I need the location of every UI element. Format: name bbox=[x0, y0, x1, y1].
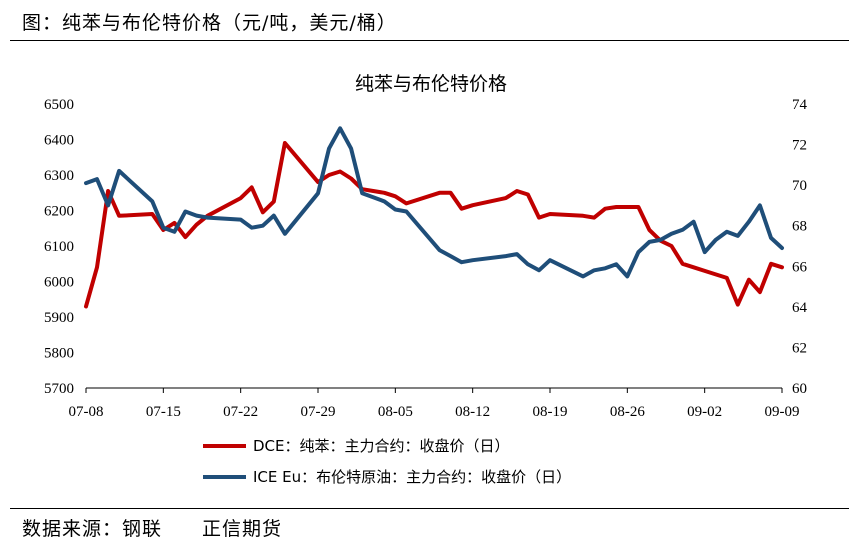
y-right-tick-label: 66 bbox=[792, 259, 808, 275]
y-left-tick-label: 6400 bbox=[44, 133, 74, 149]
y-right-tick-label: 70 bbox=[792, 178, 807, 194]
chart-title: 纯苯与布伦特价格 bbox=[355, 73, 507, 95]
y-left-tick-label: 5700 bbox=[44, 381, 74, 397]
x-tick-label: 07-15 bbox=[146, 404, 181, 420]
x-tick-label: 08-19 bbox=[533, 404, 568, 420]
y-left-tick-label: 6200 bbox=[44, 204, 74, 220]
y-left-tick-label: 6100 bbox=[44, 239, 74, 255]
series-layer bbox=[84, 126, 784, 309]
dce-benzene-series-line bbox=[84, 141, 784, 309]
legend-dce-label: DCE：纯苯：主力合约：收盘价（日） bbox=[253, 437, 510, 455]
chart-legend: DCE：纯苯：主力合约：收盘价（日） ICE Eu：布伦特原油：主力合约：收盘价… bbox=[203, 437, 571, 486]
x-tick-label: 07-22 bbox=[223, 404, 258, 420]
x-tick-label: 07-08 bbox=[69, 404, 104, 420]
legend-brent-label: ICE Eu：布伦特原油：主力合约：收盘价（日） bbox=[253, 468, 571, 486]
y-left-tick-label: 6500 bbox=[44, 97, 74, 113]
y-right-tick-label: 62 bbox=[792, 340, 807, 356]
x-tick-label: 08-12 bbox=[455, 404, 490, 420]
y-left-tick-label: 6300 bbox=[44, 168, 74, 184]
bottom-rule bbox=[10, 508, 849, 509]
x-tick-label: 09-02 bbox=[687, 404, 722, 420]
source-company: 正信期货 bbox=[202, 518, 283, 540]
brent-crude-series-line bbox=[84, 126, 784, 279]
source-label: 数据来源：钢联 bbox=[22, 518, 163, 540]
y-left-tick-label: 5800 bbox=[44, 346, 74, 362]
x-tick-label: 08-26 bbox=[610, 404, 645, 420]
y-right-tick-label: 74 bbox=[792, 97, 808, 113]
source-note: 数据来源：钢联 正信期货 bbox=[22, 514, 322, 541]
chart-axes: 07-08 07-15 07-22 07-29 08-05 08-12 08-19 08-26… bbox=[44, 97, 808, 420]
y-right-tick-label: 72 bbox=[792, 138, 807, 154]
y-right-tick-label: 60 bbox=[792, 381, 807, 397]
figure-title: 图：纯苯与布伦特价格（元/吨，美元/桶） bbox=[22, 12, 397, 34]
y-right-tick-label: 64 bbox=[792, 300, 808, 316]
y-right-tick-label: 68 bbox=[792, 219, 807, 235]
x-tick-label: 07-29 bbox=[301, 404, 336, 420]
x-tick-label: 08-05 bbox=[378, 404, 413, 420]
y-left-tick-label: 5900 bbox=[44, 310, 74, 326]
x-tick-label: 09-09 bbox=[765, 404, 800, 420]
y-left-tick-label: 6000 bbox=[44, 275, 74, 291]
top-rule bbox=[10, 40, 849, 41]
